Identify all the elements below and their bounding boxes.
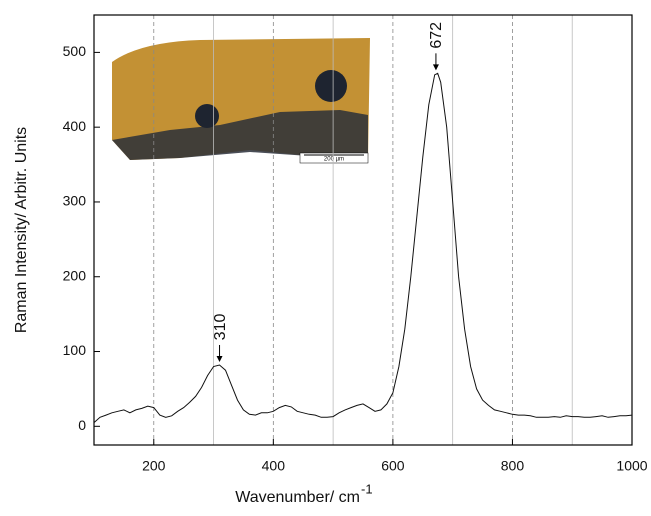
y-tick-label: 400 <box>63 118 87 134</box>
annotation-label: 310 <box>212 314 229 341</box>
y-tick-label: 500 <box>63 43 87 59</box>
annotation-arrowhead <box>216 355 223 362</box>
x-tick-label: 400 <box>262 458 286 474</box>
x-tick-label: 600 <box>381 458 405 474</box>
x-tick-label: 1000 <box>616 458 647 474</box>
y-tick-label: 300 <box>63 193 87 209</box>
y-tick-label: 100 <box>63 342 87 358</box>
inset-photo: 200 µm <box>112 38 370 164</box>
y-tick-label: 0 <box>78 417 86 433</box>
x-axis-label-exponent: -1 <box>361 481 373 496</box>
x-tick-label: 200 <box>142 458 166 474</box>
scale-box <box>299 152 369 164</box>
y-tick-label: 200 <box>63 267 87 283</box>
scale-label: 200 µm <box>324 157 344 163</box>
annotation-arrowhead <box>432 64 439 71</box>
plot-frame <box>93 14 633 446</box>
photo-spot <box>315 70 347 102</box>
y-axis-label: Raman Intensity/ Arbitr. Units <box>13 127 30 333</box>
photo-dark-edge <box>112 110 368 160</box>
x-tick-label: 800 <box>501 458 525 474</box>
spectrum-line <box>93 72 633 423</box>
annotation-label: 672 <box>428 22 445 49</box>
x-axis-label: Wavenumber/ cm <box>235 489 360 506</box>
photo-spot <box>195 104 219 128</box>
